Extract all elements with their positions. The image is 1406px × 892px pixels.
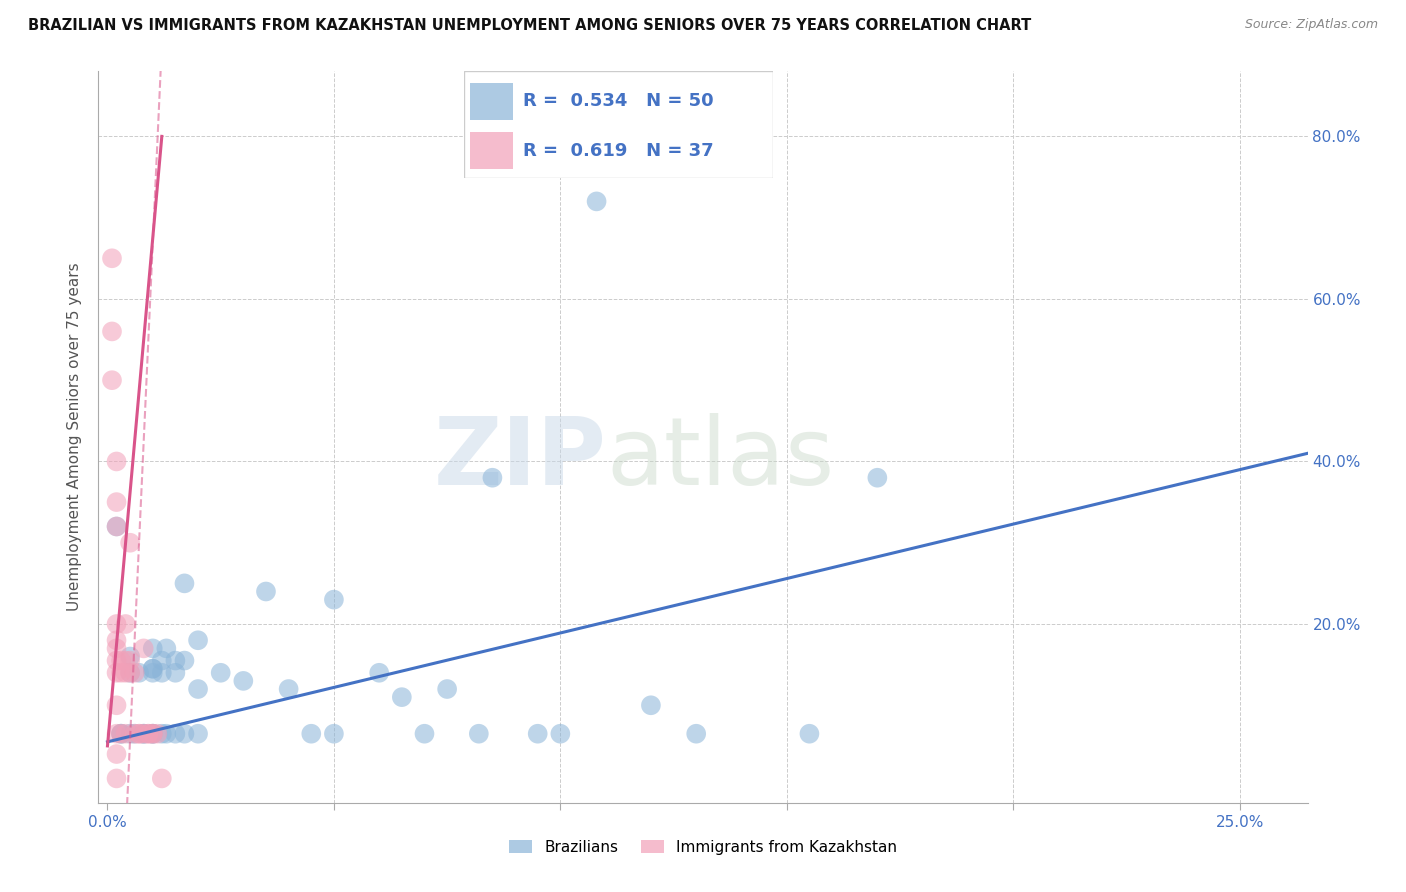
Point bbox=[150, 654, 173, 668]
Point bbox=[165, 654, 187, 668]
Point bbox=[120, 665, 142, 680]
Point bbox=[150, 665, 173, 680]
Point bbox=[146, 727, 169, 741]
Point bbox=[128, 727, 150, 741]
Point bbox=[187, 633, 209, 648]
Point bbox=[120, 649, 142, 664]
Point bbox=[105, 519, 128, 533]
Point bbox=[209, 665, 232, 680]
Point bbox=[322, 727, 344, 741]
Point bbox=[136, 727, 159, 741]
Point bbox=[142, 727, 165, 741]
Point bbox=[132, 727, 155, 741]
Point bbox=[173, 727, 195, 741]
Point bbox=[150, 772, 173, 786]
Point bbox=[391, 690, 413, 705]
Point bbox=[110, 665, 132, 680]
Legend: Brazilians, Immigrants from Kazakhstan: Brazilians, Immigrants from Kazakhstan bbox=[503, 834, 903, 861]
Point bbox=[254, 584, 277, 599]
Point bbox=[105, 747, 128, 761]
Point bbox=[136, 727, 159, 741]
Text: R =  0.619   N = 37: R = 0.619 N = 37 bbox=[523, 142, 713, 160]
Point bbox=[105, 495, 128, 509]
Point bbox=[132, 727, 155, 741]
Point bbox=[640, 698, 662, 713]
Point bbox=[165, 665, 187, 680]
Point bbox=[585, 194, 607, 209]
Point bbox=[105, 519, 128, 533]
Point bbox=[105, 727, 128, 741]
Point bbox=[105, 772, 128, 786]
Point bbox=[142, 727, 165, 741]
Point bbox=[142, 641, 165, 656]
Point bbox=[685, 727, 707, 741]
Point bbox=[105, 665, 128, 680]
Point bbox=[114, 665, 136, 680]
Point bbox=[120, 727, 142, 741]
Y-axis label: Unemployment Among Seniors over 75 years: Unemployment Among Seniors over 75 years bbox=[67, 263, 83, 611]
Point bbox=[114, 654, 136, 668]
Point bbox=[105, 641, 128, 656]
Point bbox=[120, 665, 142, 680]
Point bbox=[866, 471, 889, 485]
Point bbox=[124, 727, 146, 741]
Point bbox=[132, 727, 155, 741]
Text: BRAZILIAN VS IMMIGRANTS FROM KAZAKHSTAN UNEMPLOYMENT AMONG SENIORS OVER 75 YEARS: BRAZILIAN VS IMMIGRANTS FROM KAZAKHSTAN … bbox=[28, 18, 1032, 33]
Point bbox=[101, 373, 124, 387]
Point bbox=[187, 681, 209, 696]
Point bbox=[173, 576, 195, 591]
Point bbox=[413, 727, 436, 741]
Point bbox=[128, 727, 150, 741]
Point bbox=[124, 665, 146, 680]
Point bbox=[132, 641, 155, 656]
Point bbox=[105, 633, 128, 648]
Point bbox=[142, 665, 165, 680]
Point bbox=[105, 454, 128, 468]
Point bbox=[155, 641, 177, 656]
Point bbox=[124, 727, 146, 741]
Point bbox=[110, 727, 132, 741]
Point bbox=[142, 727, 165, 741]
Point bbox=[110, 727, 132, 741]
Point bbox=[468, 727, 491, 741]
Point bbox=[128, 665, 150, 680]
Point bbox=[114, 617, 136, 632]
FancyBboxPatch shape bbox=[470, 83, 513, 120]
Point bbox=[105, 654, 128, 668]
Point bbox=[299, 727, 322, 741]
Point bbox=[142, 662, 165, 676]
Point bbox=[322, 592, 344, 607]
Point bbox=[142, 727, 165, 741]
FancyBboxPatch shape bbox=[464, 71, 773, 178]
Point bbox=[120, 654, 142, 668]
Point bbox=[165, 727, 187, 741]
Text: atlas: atlas bbox=[606, 413, 835, 505]
Point bbox=[232, 673, 254, 688]
Point bbox=[114, 727, 136, 741]
Point bbox=[173, 654, 195, 668]
Point bbox=[120, 535, 142, 549]
Point bbox=[105, 698, 128, 713]
Point bbox=[436, 681, 458, 696]
Point bbox=[105, 617, 128, 632]
Point bbox=[526, 727, 548, 741]
Point bbox=[368, 665, 391, 680]
Point bbox=[142, 662, 165, 676]
Text: ZIP: ZIP bbox=[433, 413, 606, 505]
Point bbox=[101, 325, 124, 339]
Point bbox=[155, 727, 177, 741]
Point bbox=[481, 471, 503, 485]
Point bbox=[799, 727, 821, 741]
Point bbox=[550, 727, 572, 741]
Text: R =  0.534   N = 50: R = 0.534 N = 50 bbox=[523, 93, 713, 111]
Text: Source: ZipAtlas.com: Source: ZipAtlas.com bbox=[1244, 18, 1378, 31]
FancyBboxPatch shape bbox=[470, 132, 513, 169]
Point bbox=[110, 654, 132, 668]
Point bbox=[150, 727, 173, 741]
Point bbox=[187, 727, 209, 741]
Point bbox=[277, 681, 299, 696]
Point bbox=[101, 252, 124, 266]
Point bbox=[110, 727, 132, 741]
